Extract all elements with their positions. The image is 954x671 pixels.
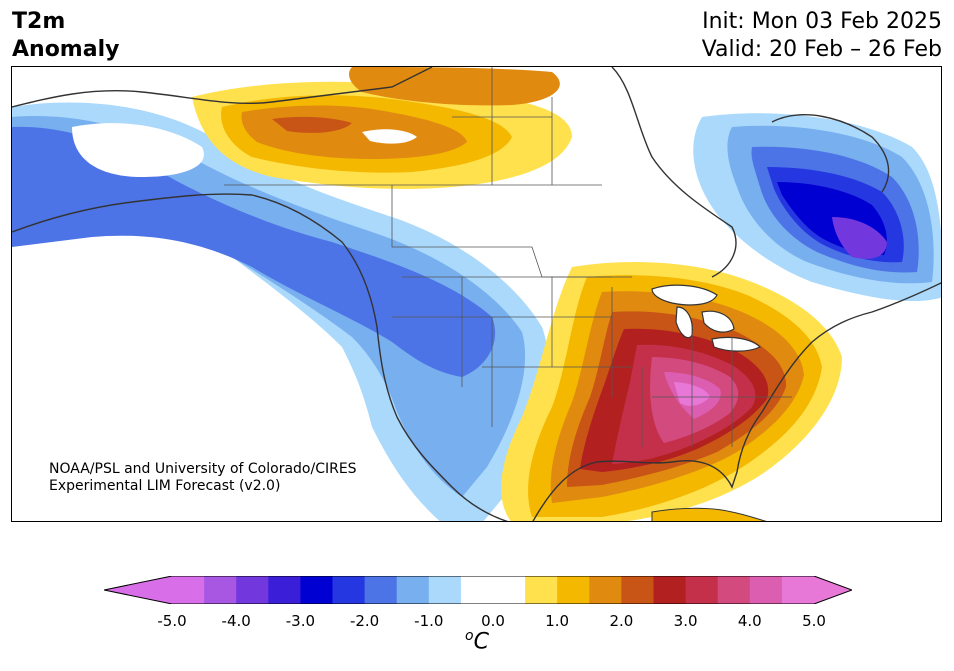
- colorbar-bin: [460, 576, 494, 604]
- credit-text: NOAA/PSL and University of Colorado/CIRE…: [49, 461, 357, 495]
- unit-letter: C: [473, 629, 489, 655]
- cuba-landmass: [651, 507, 767, 521]
- colorbar-bin: [749, 576, 783, 604]
- colorbar-over-arrow: [814, 576, 852, 604]
- map-canvas: [12, 67, 941, 521]
- colorbar-bin: [589, 576, 622, 604]
- warm-anomaly-southeast: [501, 262, 842, 521]
- unit-degree: o: [465, 628, 474, 644]
- map-title: T2m Anomaly: [12, 8, 119, 64]
- colorbar-bin: [653, 576, 687, 604]
- forecast-dates: Init: Mon 03 Feb 2025 Valid: 20 Feb – 26…: [702, 8, 942, 64]
- colorbar-bin: [204, 576, 237, 604]
- colorbar-bin: [364, 576, 398, 604]
- title-line-2: Anomaly: [12, 37, 120, 62]
- coastlines: [12, 67, 941, 521]
- init-date: Init: Mon 03 Feb 2025: [702, 9, 942, 34]
- colorbar-tick-label: 2.0: [609, 612, 634, 630]
- colorbar-bin: [717, 576, 751, 604]
- colorbar-bin: [268, 576, 301, 604]
- colorbar-bin: [332, 576, 366, 604]
- colorbar-unit: oC: [462, 628, 492, 654]
- hudson-lakes: [362, 129, 417, 144]
- colorbar-bin: [557, 576, 590, 604]
- colorbar-tick-label: -2.0: [349, 612, 380, 630]
- title-line-1: T2m: [12, 9, 66, 34]
- credit-line-1: NOAA/PSL and University of Colorado/CIRE…: [49, 461, 357, 477]
- state-boundaries: [224, 67, 792, 447]
- neutral-patch-nw: [72, 123, 204, 177]
- colorbar-tick-label: -4.0: [221, 612, 251, 630]
- colorbar-bins: [172, 576, 815, 604]
- colorbar-tick-label: -5.0: [157, 612, 187, 630]
- great-lakes: [651, 284, 762, 352]
- colorbar-tick-label: 1.0: [545, 612, 570, 630]
- colorbar-bin: [781, 576, 815, 604]
- valid-date: Valid: 20 Feb – 26 Feb: [701, 37, 942, 62]
- credit-line-2: Experimental LIM Forecast (v2.0): [49, 478, 281, 494]
- colorbar-tick-label: -1.0: [414, 612, 444, 630]
- colorbar-tick-label: 5.0: [802, 612, 826, 630]
- colorbar-bin: [621, 576, 654, 604]
- colorbar-bin: [525, 576, 558, 604]
- colorbar-tick-label: 3.0: [673, 612, 698, 630]
- cold-anomaly-east: [693, 113, 941, 301]
- colorbar-tick-label: -3.0: [285, 612, 316, 630]
- colorbar-bin: [172, 576, 205, 604]
- colorbar-bin: [300, 576, 333, 604]
- colorbar-bin: [428, 576, 462, 604]
- colorbar-bin: [685, 576, 719, 604]
- colorbar-tick-label: 0.0: [481, 612, 505, 630]
- colorbar-bin: [236, 576, 269, 604]
- anomaly-map: [11, 66, 942, 522]
- colorbar-bin: [493, 576, 526, 604]
- colorbar-under-arrow: [104, 576, 172, 604]
- colorbar-tick-label: 4.0: [737, 612, 762, 630]
- colorbar: [104, 576, 852, 604]
- colorbar-bin: [396, 576, 430, 604]
